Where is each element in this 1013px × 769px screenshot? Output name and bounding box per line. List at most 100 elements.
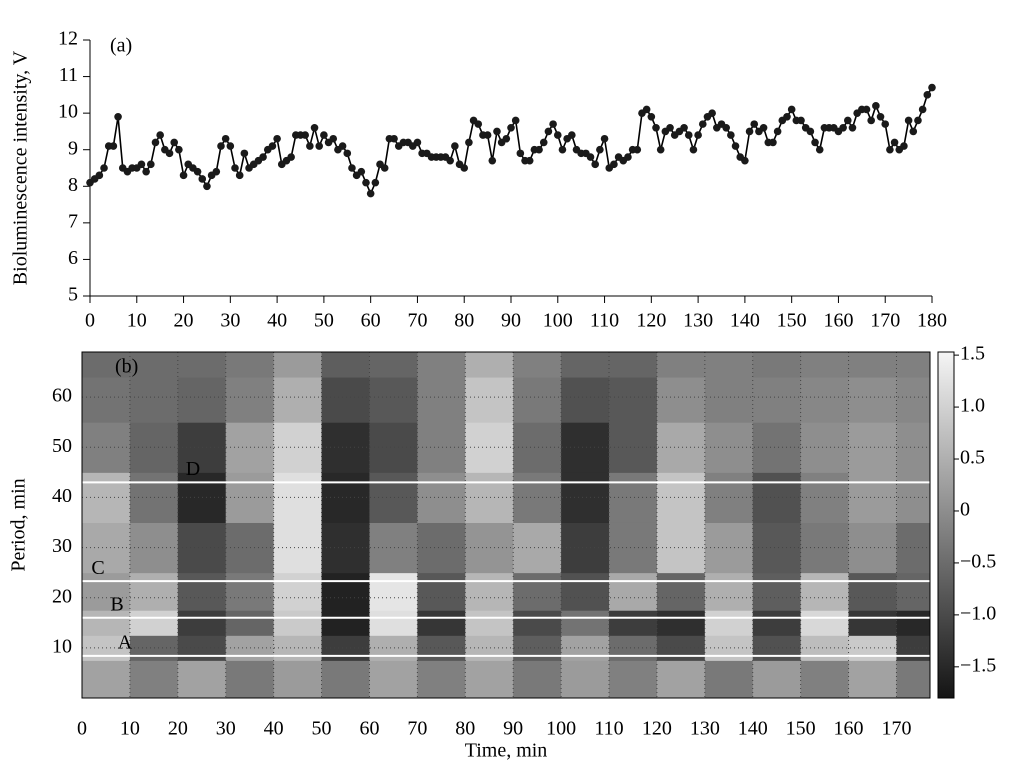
heat-cell — [513, 610, 562, 636]
data-point — [165, 149, 174, 158]
data-point — [797, 116, 805, 125]
data-point — [844, 116, 852, 125]
x-tick-label: 140 — [738, 718, 768, 740]
data-point — [212, 167, 221, 176]
heat-cell — [704, 422, 754, 473]
data-point — [769, 138, 777, 147]
y-axis-label: Period, min — [8, 478, 30, 571]
x-axis-label: Time, min — [465, 740, 548, 762]
x-tick-label: 70 — [407, 310, 427, 332]
heat-cell — [752, 422, 802, 473]
x-tick-label: 170 — [870, 310, 900, 332]
heat-cell — [800, 377, 850, 423]
heat-cell — [656, 377, 706, 423]
data-point — [694, 131, 702, 139]
data-point — [413, 138, 422, 147]
y-tick-label: 10 — [52, 635, 72, 657]
x-tick-label: 170 — [881, 718, 911, 740]
data-point — [773, 127, 782, 136]
heat-cell — [321, 472, 370, 523]
heat-cell — [417, 660, 466, 698]
heat-cell — [177, 377, 227, 423]
data-point — [95, 171, 104, 180]
heat-cell — [82, 572, 131, 611]
data-point — [928, 83, 936, 92]
x-tick-label: 180 — [917, 310, 947, 332]
y-tick-label: 12 — [58, 28, 78, 50]
heat-cell — [848, 635, 897, 661]
heat-cell — [177, 660, 227, 698]
data-point — [923, 91, 932, 99]
heat-cell — [465, 422, 514, 473]
data-point — [315, 142, 324, 150]
heat-cell — [129, 572, 179, 611]
heat-cell — [465, 352, 514, 378]
x-tick-label: 20 — [174, 310, 194, 332]
heat-cell — [369, 522, 418, 574]
data-point — [231, 164, 239, 172]
data-point — [525, 156, 534, 165]
x-tick-label: 60 — [359, 718, 379, 740]
data-point — [656, 145, 665, 154]
heat-cell — [561, 610, 610, 636]
data-point — [142, 167, 150, 176]
heat-cell — [417, 422, 466, 473]
heat-cell — [369, 377, 418, 423]
plot-frame — [81, 351, 931, 699]
y-tick-label: 5 — [68, 284, 78, 306]
y-tick-label: 50 — [52, 435, 72, 457]
data-point — [904, 116, 913, 125]
x-tick-label: 10 — [120, 718, 140, 740]
data-point — [914, 116, 922, 125]
heat-cell — [656, 472, 706, 523]
x-tick-label: 110 — [594, 718, 623, 740]
heat-cell — [609, 377, 658, 423]
data-point — [179, 171, 188, 180]
data-point — [170, 138, 178, 147]
data-point — [465, 138, 473, 147]
heat-cell — [561, 422, 610, 473]
heat-cell — [800, 352, 850, 378]
data-point — [750, 120, 759, 128]
heat-cell — [273, 422, 323, 473]
x-tick-label: 90 — [501, 310, 521, 332]
heat-cell — [752, 572, 802, 611]
heat-cell — [513, 572, 562, 611]
heat-cell — [561, 572, 610, 611]
heat-cell — [656, 522, 706, 574]
data-point — [759, 123, 768, 132]
data-point — [647, 113, 656, 121]
x-tick-label: 40 — [264, 718, 284, 740]
data-point — [273, 134, 281, 143]
colorbar-tick-label: −1.0 — [960, 602, 996, 624]
heat-cell — [848, 660, 897, 698]
heat-cell — [609, 522, 658, 574]
heat-cell — [848, 610, 897, 636]
heat-cell — [800, 660, 850, 698]
data-point — [320, 131, 328, 139]
heat-cell — [273, 352, 323, 378]
data-point — [806, 127, 815, 136]
heat-cell — [609, 610, 658, 636]
data-point — [301, 131, 309, 139]
heat-cell — [369, 660, 418, 698]
data-point — [591, 160, 599, 169]
heat-cell — [321, 422, 370, 473]
x-tick-label: 40 — [267, 310, 287, 332]
data-point — [156, 131, 164, 139]
band-label: C — [91, 557, 104, 579]
x-tick-label: 80 — [455, 718, 475, 740]
data-point — [596, 145, 604, 154]
heat-cell — [896, 352, 930, 378]
heat-cell — [752, 660, 802, 698]
heat-cell — [609, 572, 658, 611]
x-tick-label: 120 — [642, 718, 672, 740]
x-tick-label: 100 — [546, 718, 576, 740]
y-tick-label: 9 — [68, 137, 78, 159]
heat-cell — [609, 472, 658, 523]
heat-cell — [561, 522, 610, 574]
heat-cell — [752, 472, 802, 523]
heat-cell — [129, 660, 179, 698]
data-point — [507, 123, 515, 132]
